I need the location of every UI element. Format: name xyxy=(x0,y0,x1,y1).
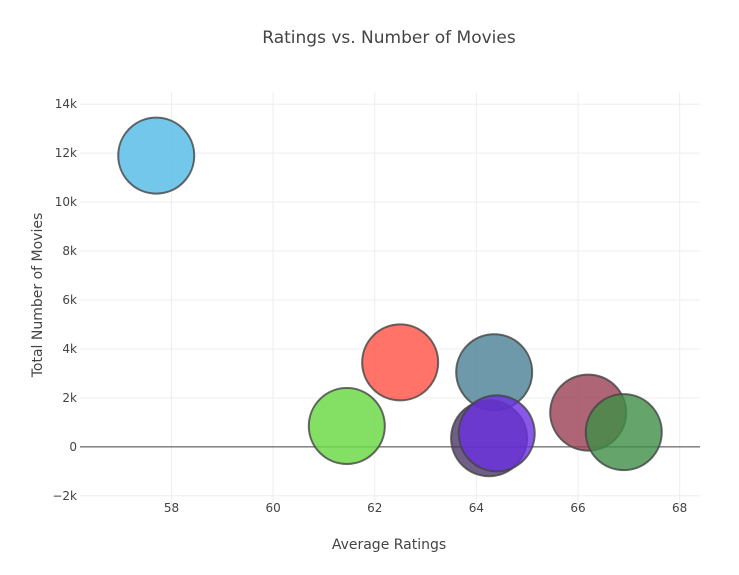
y-axis-title: Total Number of Movies xyxy=(30,212,46,378)
bubble-point xyxy=(457,394,536,473)
y-tick-label: 2k xyxy=(62,391,77,405)
x-tick-label: 68 xyxy=(672,501,687,515)
y-tick-label: 14k xyxy=(55,97,77,111)
bubble-point xyxy=(117,116,196,195)
y-tick-label: 10k xyxy=(55,195,77,209)
y-tick-label: 4k xyxy=(62,342,77,356)
x-tick-label: 60 xyxy=(265,501,280,515)
x-tick-label: 58 xyxy=(164,501,179,515)
chart-title: Ratings vs. Number of Movies xyxy=(262,28,516,48)
x-tick-label: 64 xyxy=(469,501,484,515)
y-tick-label: −2k xyxy=(52,489,77,503)
x-tick-label: 66 xyxy=(570,501,585,515)
bubble-point xyxy=(307,387,386,466)
y-tick-label: 12k xyxy=(55,146,77,160)
bubble-point xyxy=(584,393,663,472)
y-tick-label: 6k xyxy=(62,293,77,307)
bubble-point xyxy=(361,323,440,402)
y-tick-label: 8k xyxy=(62,244,77,258)
y-tick-label: 0 xyxy=(69,440,77,454)
x-tick-label: 62 xyxy=(367,501,382,515)
x-axis-title: Average Ratings xyxy=(331,537,447,553)
